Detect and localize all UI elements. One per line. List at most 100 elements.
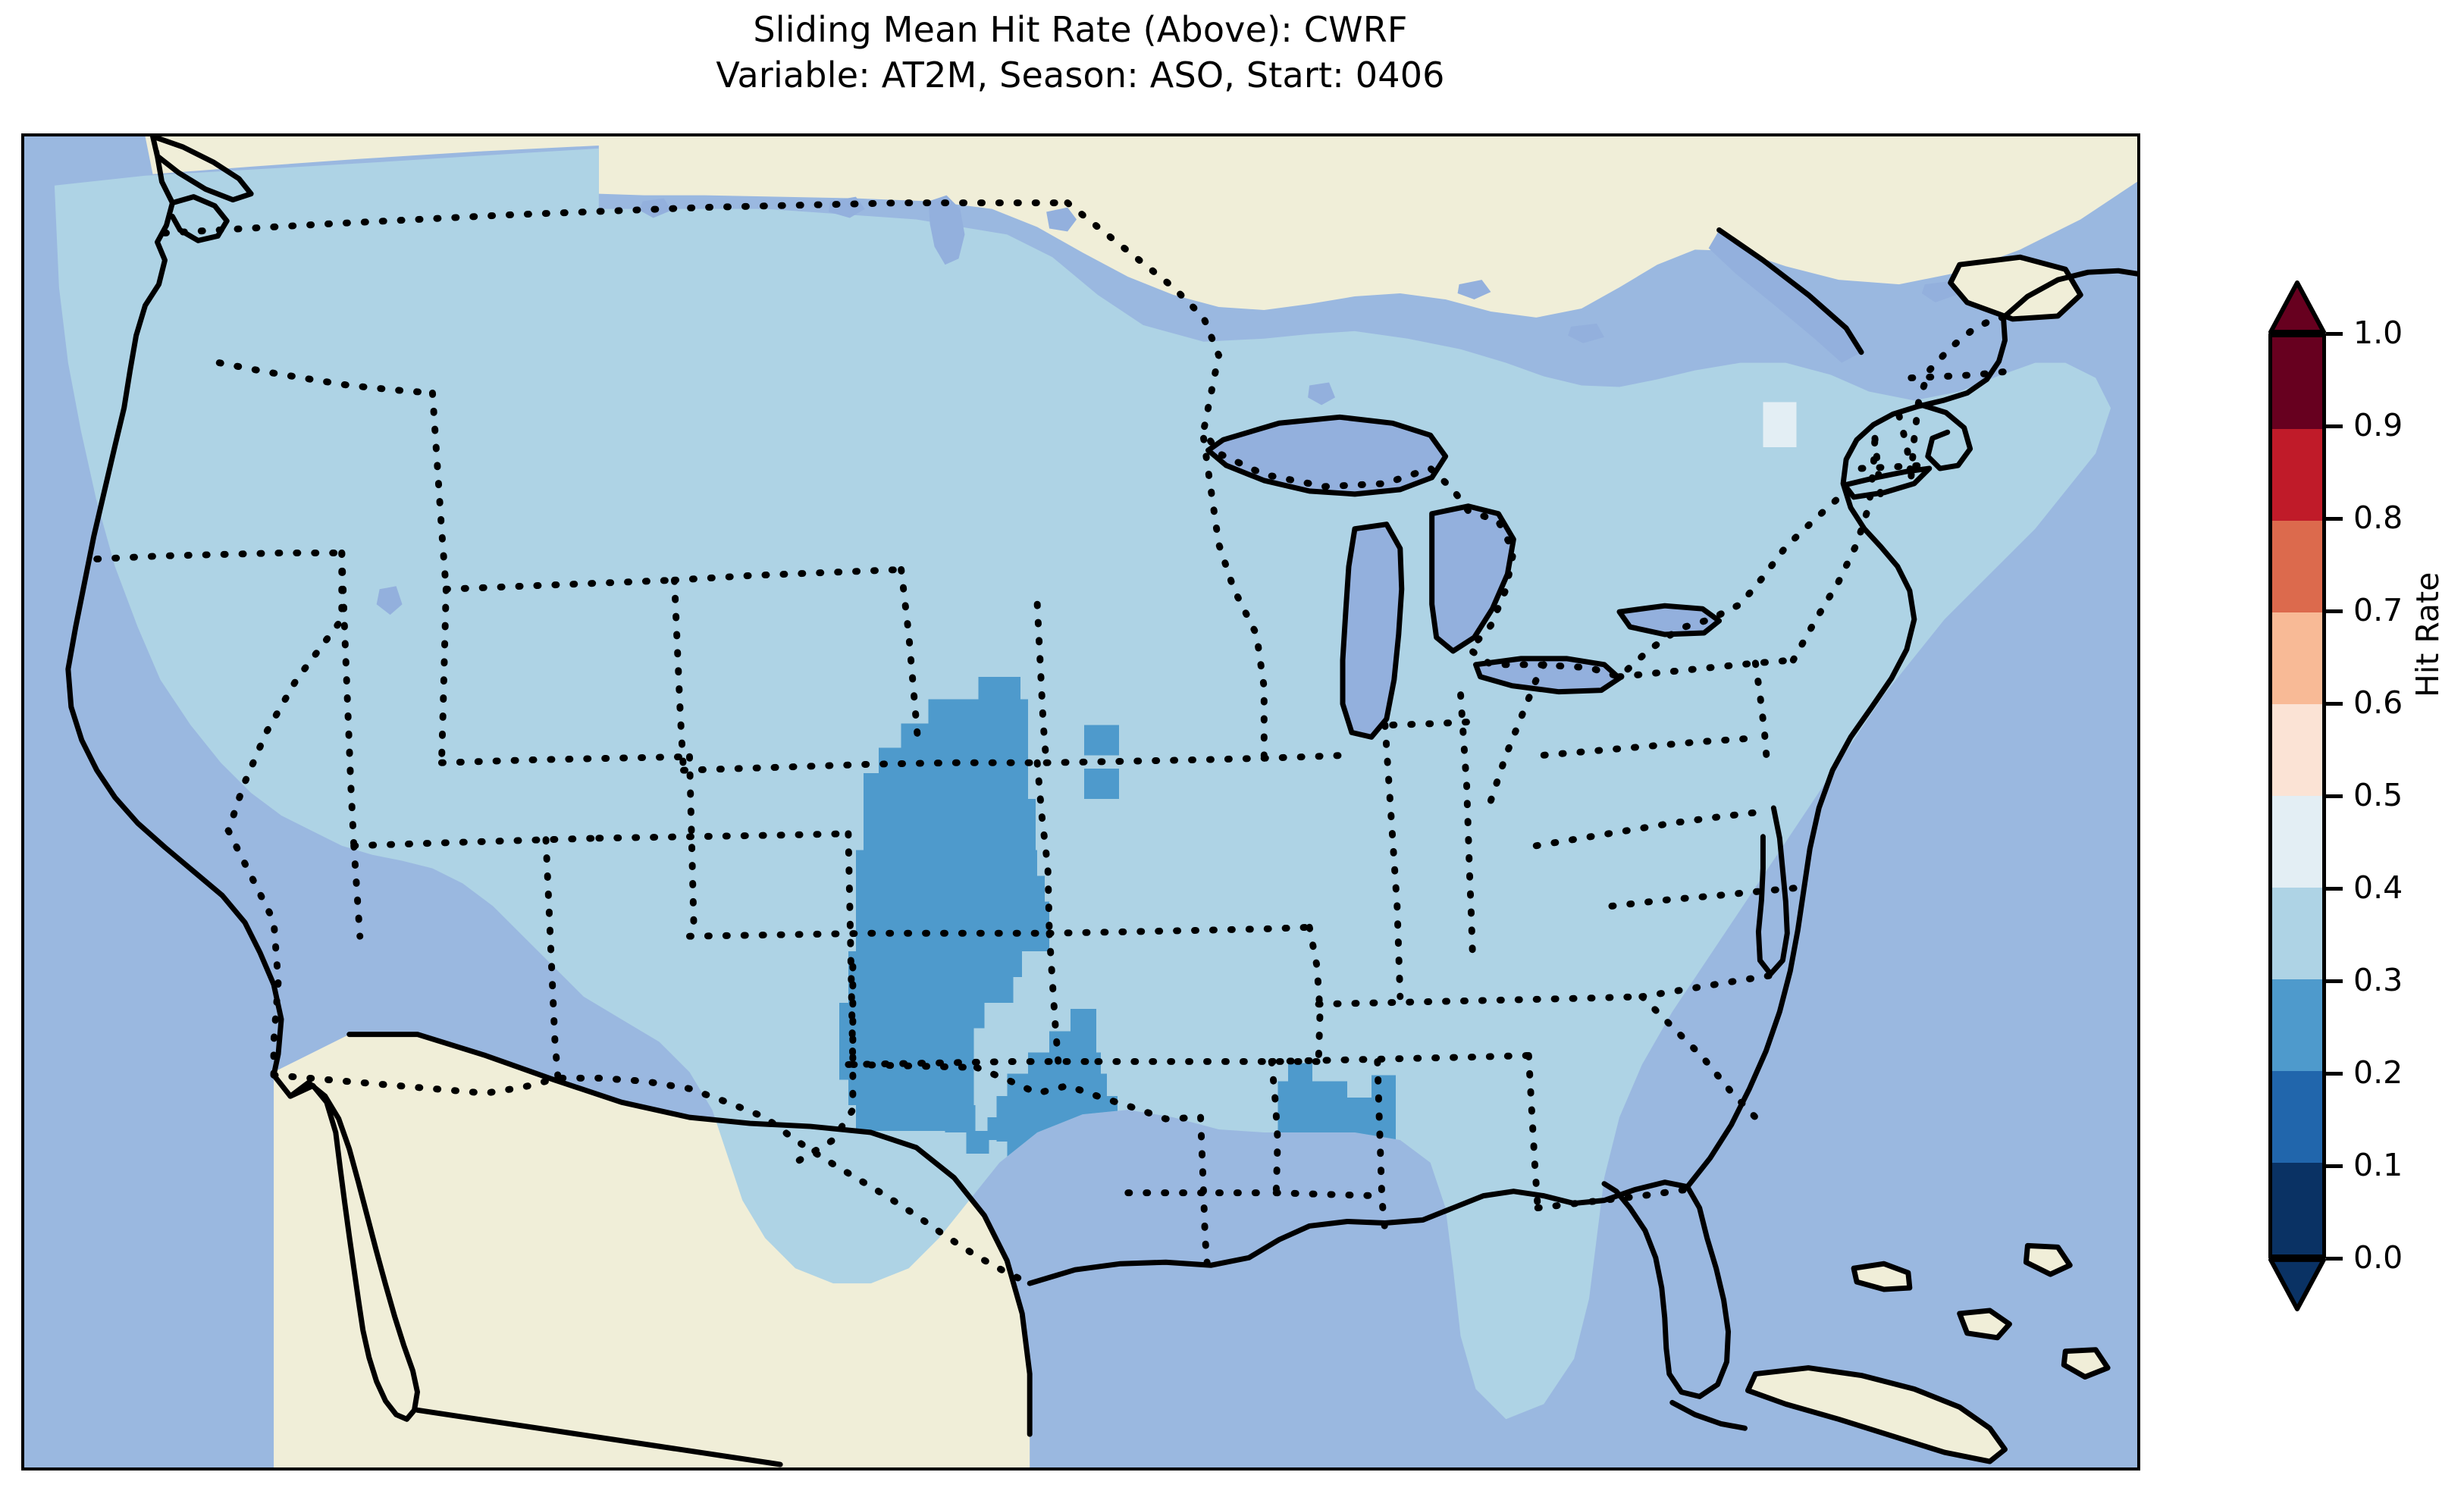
border-co-ok-tx	[845, 830, 857, 1068]
border-id-mt-wy	[428, 389, 450, 593]
colorbar-tick-0.3	[2326, 979, 2343, 983]
coast-gulf-california	[271, 1072, 421, 1422]
border-maine-nb	[1908, 368, 2007, 382]
border-co-ks-ne	[685, 753, 698, 940]
colorbar-tick-label-0.8: 0.8	[2353, 500, 2403, 537]
border-nc-sc	[1638, 972, 1774, 1001]
border-tn-ms-al	[1268, 1051, 1532, 1065]
chart-title: Sliding Mean Hit Rate (Above): CWRF Vari…	[0, 8, 2161, 99]
coast-bahamas-4	[2061, 1347, 2111, 1380]
border-nv-ut	[338, 550, 358, 850]
colorbar-segment-0	[2272, 337, 2322, 429]
coast-mexico-pacific	[415, 1407, 783, 1467]
colorbar-tick-1.0	[2326, 332, 2343, 336]
lake-ontario	[1619, 606, 1719, 635]
nova-scotia	[1950, 257, 2081, 319]
colorbar-tick-0.6	[2326, 702, 2343, 706]
coast-gulf	[1027, 1179, 1691, 1286]
canada-lake-small-3	[1921, 281, 1957, 303]
coast-cape-cod	[1919, 402, 1973, 471]
coast-canada-atlantic	[2001, 268, 2137, 321]
colorbar-segment-9	[2272, 1163, 2322, 1254]
border-ga-fl	[1534, 1186, 1688, 1212]
border-ut-co-az-nm	[350, 835, 603, 850]
border-ne-ks	[685, 929, 1053, 940]
coast-west	[65, 149, 284, 1078]
border-pa-ny	[1616, 656, 1797, 681]
border-ms-la-tn	[1272, 1189, 1381, 1200]
colorbar-tick-label-0.9: 0.9	[2353, 407, 2403, 444]
colorbar-tick-label-0.3: 0.3	[2353, 962, 2403, 999]
border-wy-mt	[442, 576, 679, 593]
border-ky-tn	[1315, 993, 1646, 1008]
canada-lake-small-2	[1568, 323, 1605, 343]
canada-lake-small-1	[1457, 280, 1491, 300]
border-az-nm	[542, 836, 562, 1082]
colorbar-tick-0.0	[2326, 1257, 2343, 1261]
colorbar-tick-label-0.6: 0.6	[2353, 684, 2403, 722]
map-svg	[24, 136, 2137, 1467]
border-mn-ia	[1042, 754, 1268, 766]
coast-bahamas-2	[1957, 1308, 2012, 1341]
coast-st-lawrence	[1716, 227, 1864, 355]
great-lakes-layer	[376, 195, 1957, 738]
border-il-wi	[1260, 751, 1351, 762]
border-ms-al	[1374, 1057, 1389, 1234]
colorbar-tick-0.1	[2326, 1164, 2343, 1168]
colorbar-segment-3	[2272, 612, 2322, 704]
colorbar-tick-label-0.4: 0.4	[2353, 869, 2403, 907]
coast-florida-keys	[1669, 1399, 1748, 1431]
colorbar[interactable]: 1.0 0.9 0.8 0.7 0.6 0.5 0.4 0.3 0.2 0.1 0.0 Hit Ra…	[2268, 227, 2464, 1410]
state-borders-layer	[93, 199, 2007, 1287]
colorbar-segment-4	[2272, 704, 2322, 796]
coast-nova-scotia	[1948, 254, 2083, 322]
lake-of-the-woods	[1046, 207, 1077, 232]
map-panel[interactable]	[21, 133, 2140, 1471]
colorbar-gradient[interactable]	[2268, 334, 2326, 1258]
colorbar-segment-5	[2272, 796, 2322, 888]
salt-lake	[376, 586, 403, 615]
border-nm-tx	[792, 963, 857, 1167]
border-wv-oh-pa	[1487, 661, 1547, 804]
colorbar-axis-label: Hit Rate	[2409, 572, 2446, 697]
colorbar-tick-0.2	[2326, 1072, 2343, 1076]
border-co-nm	[595, 830, 852, 842]
colorbar-tick-label-0.2: 0.2	[2353, 1054, 2403, 1092]
border-oh-in	[1457, 691, 1477, 963]
border-or-ca-nv	[93, 550, 346, 562]
st-lawrence-river	[1708, 230, 1862, 363]
coast-lake-michigan	[1340, 521, 1405, 740]
border-ar-tx-la	[1197, 1113, 1212, 1279]
border-ia-mo	[1045, 923, 1313, 937]
lake-nipigon	[1308, 382, 1336, 406]
coast-lake-huron	[1429, 503, 1516, 654]
border-wy-sd-ne	[671, 576, 687, 774]
coast-lake-superior	[1205, 414, 1449, 497]
colorbar-tick-label-1.0: 1.0	[2353, 315, 2403, 352]
border-ks-ok	[845, 1057, 1102, 1068]
border-tx-ok-red-river	[973, 1063, 1205, 1123]
coastline-layer	[65, 136, 2137, 1467]
coast-lake-erie	[1473, 656, 1622, 695]
coast-cuba	[1745, 1365, 2008, 1464]
border-mo-il	[1306, 923, 1324, 1065]
border-pa-md	[1540, 734, 1751, 759]
title-line-2: Variable: AT2M, Season: ASO, Start: 0406	[716, 54, 1445, 96]
lake-huron	[1431, 506, 1514, 651]
coast-bahamas-3	[2023, 1242, 2073, 1277]
border-ny-nj-pa	[1751, 659, 1771, 774]
border-ks-mo	[1045, 929, 1062, 1068]
colorbar-segment-2	[2272, 521, 2322, 612]
colorbar-tick-0.4	[2326, 887, 2343, 891]
border-ok-tx-panhandle	[849, 1060, 980, 1071]
border-minnesota-canada	[1064, 199, 1850, 681]
border-ut-az	[350, 842, 364, 940]
border-va-wv-md	[1532, 809, 1759, 850]
colorbar-tick-0.8	[2326, 517, 2343, 521]
colorbar-segment-6	[2272, 888, 2322, 979]
border-ca-nv	[224, 550, 346, 1079]
colorbar-tick-0.5	[2326, 794, 2343, 798]
colorbar-extend-top-arrow	[2268, 280, 2326, 334]
cuba-island	[1748, 1367, 2005, 1462]
title-line-1: Sliding Mean Hit Rate (Above): CWRF	[753, 9, 1408, 50]
